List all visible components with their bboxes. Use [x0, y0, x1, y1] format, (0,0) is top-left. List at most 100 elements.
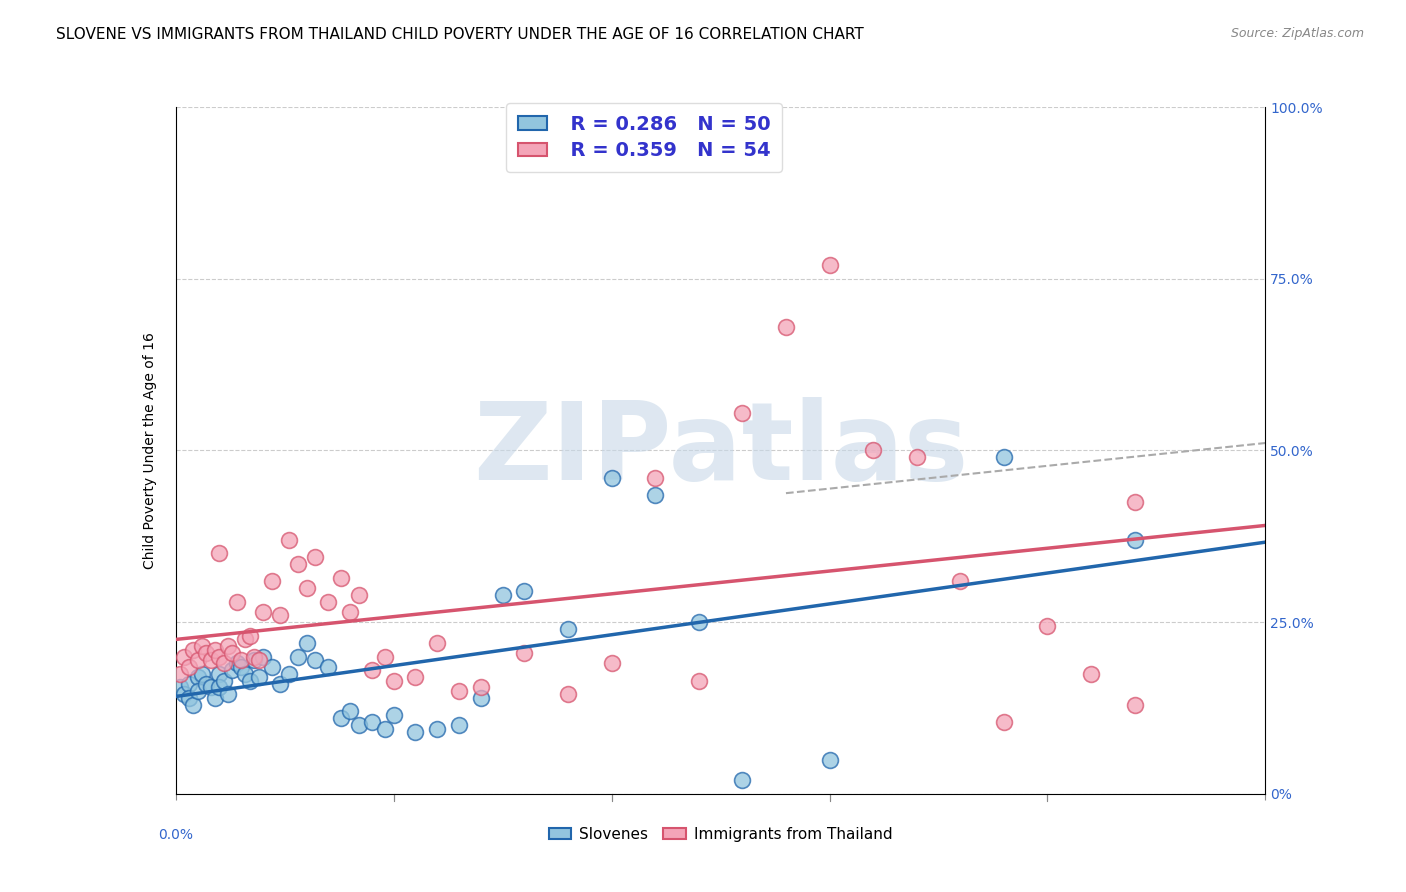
Point	[208, 666, 231, 681]
Point	[235, 632, 257, 647]
Text: Source: ZipAtlas.com: Source: ZipAtlas.com	[1230, 27, 1364, 40]
Point	[235, 666, 257, 681]
Point	[191, 666, 214, 681]
Point	[1123, 698, 1146, 712]
Point	[212, 673, 235, 688]
Point	[318, 660, 340, 674]
Point	[470, 681, 492, 695]
Point	[225, 594, 247, 608]
Point	[225, 657, 247, 671]
Point	[169, 681, 191, 695]
Point	[557, 622, 579, 636]
Point	[217, 639, 239, 653]
Point	[243, 653, 266, 667]
Point	[208, 681, 231, 695]
Point	[200, 653, 222, 667]
Point	[208, 649, 231, 664]
Point	[688, 673, 710, 688]
Point	[513, 646, 536, 660]
Point	[382, 707, 405, 722]
Point	[600, 657, 623, 671]
Point	[186, 683, 209, 698]
Point	[204, 642, 226, 657]
Point	[295, 581, 318, 595]
Point	[949, 574, 972, 588]
Point	[269, 677, 291, 691]
Point	[221, 663, 243, 677]
Point	[295, 636, 318, 650]
Point	[600, 471, 623, 485]
Point	[287, 649, 309, 664]
Point	[169, 666, 191, 681]
Point	[231, 660, 253, 674]
Point	[492, 588, 515, 602]
Point	[208, 546, 231, 561]
Point	[360, 714, 382, 729]
Point	[304, 549, 326, 564]
Point	[905, 450, 928, 465]
Point	[347, 588, 370, 602]
Point	[173, 687, 195, 701]
Point	[993, 714, 1015, 729]
Point	[1080, 666, 1102, 681]
Point	[818, 258, 841, 272]
Point	[1123, 495, 1146, 509]
Point	[1036, 618, 1059, 632]
Point	[252, 605, 274, 619]
Point	[177, 677, 200, 691]
Point	[195, 646, 218, 660]
Point	[260, 574, 283, 588]
Point	[775, 319, 797, 334]
Point	[278, 533, 301, 547]
Point	[330, 570, 353, 584]
Point	[318, 594, 340, 608]
Point	[360, 663, 382, 677]
Point	[374, 649, 396, 664]
Point	[557, 687, 579, 701]
Point	[191, 639, 214, 653]
Point	[447, 683, 470, 698]
Point	[260, 660, 283, 674]
Point	[239, 629, 262, 643]
Point	[330, 711, 353, 725]
Point	[513, 584, 536, 599]
Point	[204, 690, 226, 705]
Point	[247, 653, 270, 667]
Point	[644, 488, 666, 502]
Point	[426, 636, 449, 650]
Point	[993, 450, 1015, 465]
Point	[304, 653, 326, 667]
Point	[252, 649, 274, 664]
Y-axis label: Child Poverty Under the Age of 16: Child Poverty Under the Age of 16	[143, 332, 157, 569]
Point	[405, 670, 427, 684]
Point	[231, 653, 253, 667]
Point	[374, 722, 396, 736]
Point	[447, 718, 470, 732]
Text: SLOVENE VS IMMIGRANTS FROM THAILAND CHILD POVERTY UNDER THE AGE OF 16 CORRELATIO: SLOVENE VS IMMIGRANTS FROM THAILAND CHIL…	[56, 27, 865, 42]
Point	[217, 687, 239, 701]
Point	[470, 690, 492, 705]
Point	[221, 646, 243, 660]
Point	[247, 670, 270, 684]
Point	[347, 718, 370, 732]
Point	[339, 605, 361, 619]
Point	[426, 722, 449, 736]
Text: 0.0%: 0.0%	[159, 828, 193, 842]
Legend: Slovenes, Immigrants from Thailand: Slovenes, Immigrants from Thailand	[543, 821, 898, 848]
Point	[177, 690, 200, 705]
Point	[186, 670, 209, 684]
Point	[731, 773, 754, 788]
Point	[195, 677, 218, 691]
Point	[181, 698, 204, 712]
Point	[181, 642, 204, 657]
Point	[243, 649, 266, 664]
Point	[644, 471, 666, 485]
Point	[382, 673, 405, 688]
Point	[239, 673, 262, 688]
Point	[200, 681, 222, 695]
Point	[688, 615, 710, 630]
Point	[269, 608, 291, 623]
Point	[731, 406, 754, 420]
Point	[278, 666, 301, 681]
Point	[862, 443, 884, 458]
